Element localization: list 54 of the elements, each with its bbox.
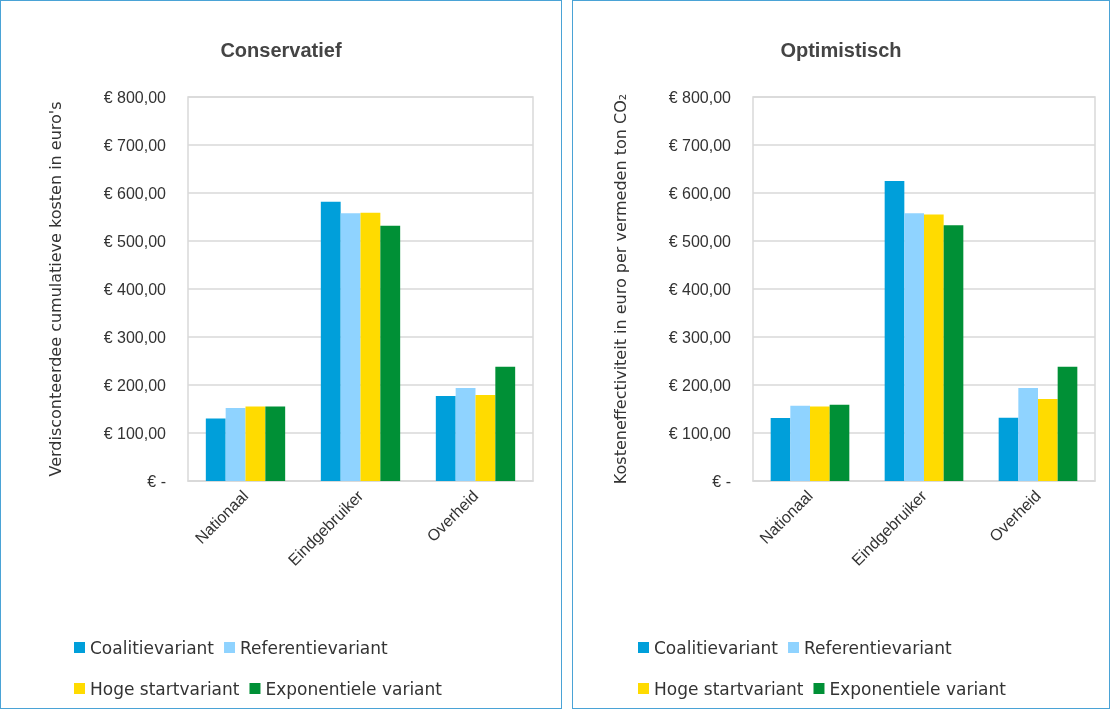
bar <box>810 406 830 481</box>
legend-label: Referentievariant <box>240 637 389 658</box>
legend-label: Hoge startvariant <box>654 678 804 699</box>
bar <box>904 213 924 481</box>
chart-title: Conservatief <box>220 39 342 61</box>
y-tick-label: € 300,00 <box>103 328 167 346</box>
y-tick-label: € 400,00 <box>103 280 167 298</box>
bar <box>320 201 341 481</box>
y-tick-label: € 300,00 <box>668 328 732 346</box>
y-tick-label: € 800,00 <box>668 88 732 106</box>
y-axis-title: Verdisconteerdee cumulatieve kosten in euro's <box>45 101 65 477</box>
legend-label: Coalitievariant <box>654 637 779 658</box>
y-tick-label: € 400,00 <box>668 280 732 298</box>
y-tick-label: € 600,00 <box>103 184 167 202</box>
y-tick-label: € 200,00 <box>103 376 167 394</box>
y-tick-label: € 700,00 <box>103 136 167 154</box>
y-tick-label: € 700,00 <box>668 136 732 154</box>
bar <box>1018 387 1038 481</box>
bar <box>380 225 401 481</box>
legend-label: Exponentiele variant <box>829 678 1007 699</box>
bar <box>475 395 496 481</box>
legend-label: Referentievariant <box>804 637 953 658</box>
bar <box>943 225 964 481</box>
chart-title: Optimistisch <box>780 39 902 61</box>
y-tick-label: € - <box>712 472 731 490</box>
y-tick-label: € 500,00 <box>668 232 732 250</box>
legend-label: Exponentiele variant <box>265 678 443 699</box>
bar <box>360 212 381 481</box>
bar <box>495 366 516 481</box>
y-tick-label: € 100,00 <box>668 424 732 442</box>
bar <box>1038 398 1058 481</box>
bar <box>770 418 791 481</box>
bar <box>340 213 361 481</box>
bar <box>225 408 246 481</box>
bar <box>205 418 226 481</box>
y-tick-label: € 100,00 <box>103 424 167 442</box>
y-tick-label: € 800,00 <box>103 88 167 106</box>
y-tick-label: € 600,00 <box>668 184 732 202</box>
bar <box>245 406 266 481</box>
bar <box>924 214 944 481</box>
bar <box>455 387 476 481</box>
bar <box>1057 366 1078 481</box>
bar <box>265 406 286 481</box>
bar <box>829 404 850 481</box>
bar <box>998 417 1019 481</box>
legend-label: Hoge startvariant <box>90 678 240 699</box>
bar <box>435 396 456 481</box>
y-tick-label: € 500,00 <box>103 232 167 250</box>
y-axis-title: Kosteneffectiviteit in euro per vermeden ton CO₂ <box>610 93 630 485</box>
y-tick-label: € 200,00 <box>668 376 732 394</box>
legend-label: Coalitievariant <box>90 637 215 658</box>
bar <box>790 405 810 481</box>
bar <box>884 181 905 481</box>
y-tick-label: € - <box>147 472 166 490</box>
